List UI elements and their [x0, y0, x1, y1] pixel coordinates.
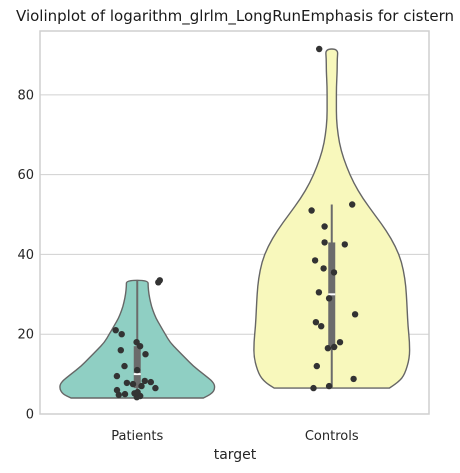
- point-patients-5: [134, 389, 140, 395]
- point-controls-6: [337, 339, 343, 345]
- point-patients-7: [152, 385, 158, 391]
- y-tick-60: 60: [17, 168, 34, 183]
- point-patients-13: [114, 373, 120, 379]
- x-axis-label: target: [214, 447, 257, 463]
- point-controls-17: [321, 223, 327, 229]
- x-tick-labels: Patients Controls: [111, 429, 359, 444]
- point-controls-4: [325, 345, 331, 351]
- y-tick-20: 20: [17, 328, 34, 343]
- point-controls-1: [326, 383, 332, 389]
- point-patients-15: [121, 363, 127, 369]
- point-patients-9: [130, 381, 136, 387]
- y-tick-40: 40: [17, 248, 34, 263]
- point-controls-9: [352, 311, 358, 317]
- point-patients-16: [142, 351, 148, 357]
- point-controls-15: [342, 241, 348, 247]
- point-controls-5: [331, 344, 337, 350]
- point-patients-12: [142, 378, 148, 384]
- point-patients-11: [148, 379, 154, 385]
- chart-title: Violinplot of logarithm_glrlm_LongRunEmp…: [16, 7, 454, 26]
- point-controls-10: [326, 295, 332, 301]
- point-controls-12: [331, 269, 337, 275]
- y-tick-0: 0: [26, 408, 34, 423]
- point-controls-11: [316, 289, 322, 295]
- point-patients-14: [134, 367, 140, 373]
- point-controls-0: [310, 385, 316, 391]
- point-patients-10: [124, 380, 130, 386]
- point-controls-14: [312, 257, 318, 263]
- point-controls-2: [350, 376, 356, 382]
- point-controls-7: [318, 323, 324, 329]
- point-controls-3: [314, 363, 320, 369]
- point-controls-13: [320, 265, 326, 271]
- violins: [60, 49, 410, 398]
- y-tick-80: 80: [17, 88, 34, 103]
- point-patients-3: [122, 391, 128, 397]
- point-controls-8: [313, 319, 319, 325]
- y-tick-labels: 0 20 40 60 80: [17, 88, 34, 422]
- point-patients-6: [114, 387, 120, 393]
- point-controls-16: [321, 239, 327, 245]
- x-tick-patients: Patients: [111, 429, 163, 444]
- point-controls-20: [316, 46, 322, 52]
- x-tick-controls: Controls: [305, 429, 359, 444]
- point-patients-20: [119, 331, 125, 337]
- point-patients-21: [113, 327, 119, 333]
- point-patients-17: [118, 347, 124, 353]
- point-controls-18: [308, 207, 314, 213]
- point-controls-19: [349, 201, 355, 207]
- point-patients-23: [157, 277, 163, 283]
- point-patients-19: [133, 339, 139, 345]
